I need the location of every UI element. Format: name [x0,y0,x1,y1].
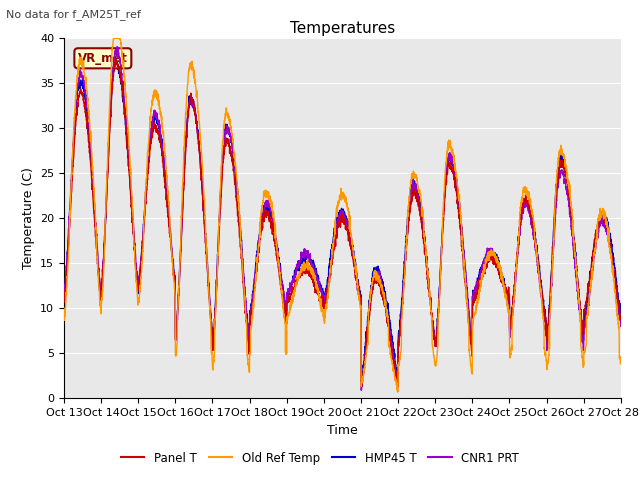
Y-axis label: Temperature (C): Temperature (C) [22,168,35,269]
HMP45 T [357,384,365,389]
CNR1 PRT [60,287,68,292]
HMP45 T [547,293,554,299]
Text: No data for f_AM25T_ref: No data for f_AM25T_ref [6,9,141,20]
CNR1 PRT [274,248,282,253]
Old Ref Temp [298,262,306,267]
Old Ref Temp [394,389,401,395]
HMP45 T [606,234,614,240]
Old Ref Temp [606,251,614,257]
Panel T [124,148,132,154]
Panel T [547,293,554,299]
Old Ref Temp [124,121,132,127]
Line: Old Ref Temp: Old Ref Temp [64,38,621,392]
CNR1 PRT [298,250,306,255]
Text: VR_met: VR_met [78,52,128,65]
Old Ref Temp [157,112,164,118]
Legend: Panel T, Old Ref Temp, HMP45 T, CNR1 PRT: Panel T, Old Ref Temp, HMP45 T, CNR1 PRT [116,447,524,469]
Panel T [274,261,282,266]
CNR1 PRT [124,137,132,143]
Panel T [358,384,365,389]
HMP45 T [124,142,132,148]
HMP45 T [60,288,68,293]
X-axis label: Time: Time [327,424,358,437]
CNR1 PRT [617,324,625,329]
Panel T [112,57,120,62]
HMP45 T [298,257,306,263]
Old Ref Temp [60,315,68,321]
Panel T [617,317,625,323]
Panel T [298,269,306,275]
CNR1 PRT [606,243,614,249]
Panel T [60,295,68,300]
HMP45 T [617,309,625,315]
Panel T [606,241,614,247]
Line: HMP45 T: HMP45 T [64,59,621,386]
Old Ref Temp [109,36,117,41]
Title: Temperatures: Temperatures [290,21,395,36]
Line: Panel T: Panel T [64,60,621,386]
Old Ref Temp [274,249,282,254]
Old Ref Temp [617,360,625,365]
CNR1 PRT [113,44,121,49]
Panel T [157,144,164,150]
HMP45 T [157,133,164,139]
HMP45 T [274,248,282,254]
CNR1 PRT [547,305,554,311]
CNR1 PRT [357,387,365,393]
CNR1 PRT [157,134,164,140]
Line: CNR1 PRT: CNR1 PRT [64,47,621,390]
HMP45 T [113,56,121,61]
Old Ref Temp [547,309,554,315]
